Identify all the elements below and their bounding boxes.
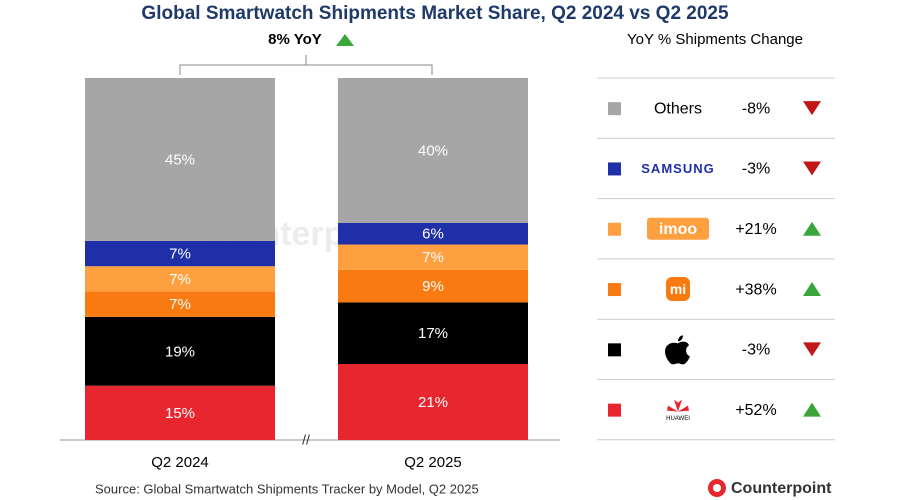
legend-swatch — [608, 403, 621, 417]
chart-title: Global Smartwatch Shipments Market Share… — [141, 3, 729, 24]
bracket — [179, 64, 433, 75]
data-label: 19% — [165, 343, 195, 360]
data-label: 7% — [169, 296, 191, 313]
yoy-label: +52% — [735, 402, 776, 419]
legend-swatch — [608, 283, 621, 297]
legend-label: HUAWEI — [666, 416, 690, 422]
yoy-label: -3% — [742, 342, 770, 359]
yoy-arrow — [803, 101, 821, 116]
bar-segment — [85, 291, 275, 317]
data-label: 7% — [422, 249, 444, 266]
legend-logo — [665, 335, 690, 365]
bar-segment — [85, 266, 275, 292]
bar-segment — [85, 78, 275, 241]
bar-segment — [85, 240, 275, 267]
data-label: 21% — [418, 394, 448, 411]
axis-break: // — [302, 432, 310, 448]
data-label: 7% — [169, 246, 191, 263]
legend-title: YoY % Shipments Change — [627, 31, 803, 48]
yoy-arrow — [803, 402, 821, 417]
bar-segment — [85, 316, 275, 386]
source: Source: Global Smartwatch Shipments Trac… — [95, 481, 479, 496]
legend-logo — [647, 217, 709, 240]
bar-segment — [338, 363, 528, 440]
legend-swatch — [608, 102, 621, 116]
yoy-label: -8% — [742, 100, 770, 117]
bar-segment — [338, 269, 528, 303]
bar-segment — [338, 244, 528, 270]
up-arrow — [336, 34, 354, 46]
data-label: 45% — [165, 151, 195, 168]
data-label: 15% — [165, 405, 195, 422]
bar-segment — [338, 302, 528, 364]
legend-swatch — [608, 343, 621, 357]
yoy-arrow — [803, 221, 821, 236]
data-label: 7% — [169, 271, 191, 288]
yoy-label: -3% — [742, 161, 770, 178]
legend-label: SAMSUNG — [641, 161, 714, 176]
bar-segment — [85, 385, 275, 440]
bar-segment — [338, 78, 528, 223]
yoy-annotation: 8% YoY — [268, 31, 322, 48]
legend-swatch — [608, 162, 621, 176]
yoy-arrow — [803, 161, 821, 176]
yoy-label: +38% — [735, 281, 776, 298]
legend-logo — [666, 277, 690, 302]
legend-label: Others — [654, 100, 702, 117]
yoy-arrow — [803, 342, 821, 357]
brand: Counterpoint — [731, 480, 832, 497]
legend-label: imoo — [659, 221, 697, 238]
yoy-arrow — [803, 282, 821, 297]
data-label: 17% — [418, 325, 448, 342]
x-tick-label: Q2 2025 — [404, 454, 462, 471]
yoy-label: +21% — [735, 221, 776, 238]
bar-segment — [338, 222, 528, 245]
data-label: 6% — [422, 226, 444, 243]
legend-label: mi — [670, 281, 686, 297]
brand-logo — [713, 484, 721, 492]
x-tick-label: Q2 2024 — [151, 454, 209, 471]
data-label: 40% — [418, 142, 448, 159]
data-label: 9% — [422, 278, 444, 295]
legend-logo — [667, 399, 689, 412]
legend-swatch — [608, 222, 621, 236]
